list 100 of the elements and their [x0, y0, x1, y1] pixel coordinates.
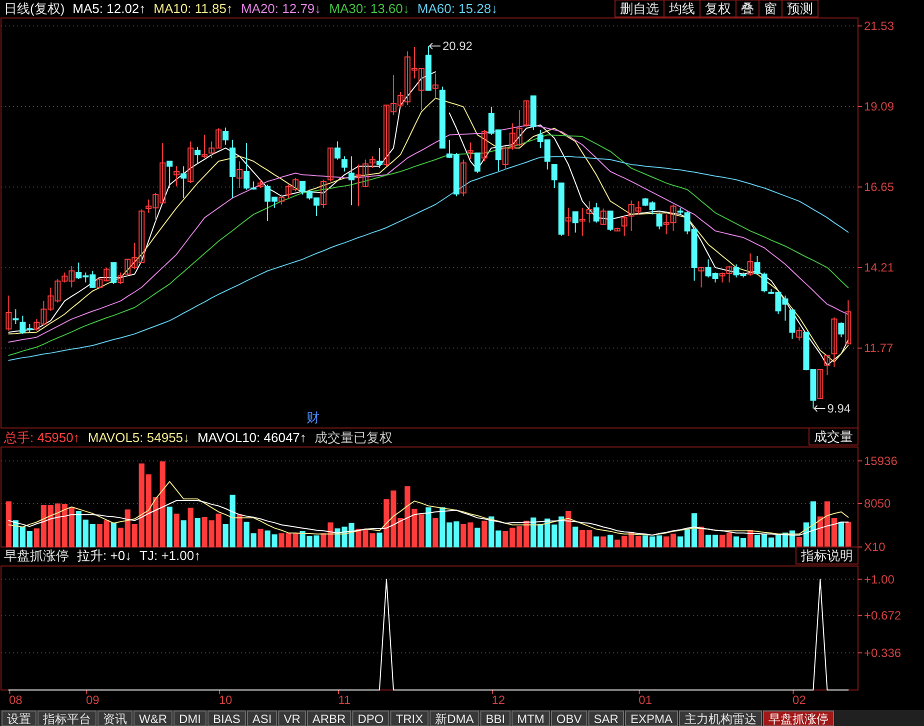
text: 窗 [764, 1, 777, 16]
bar [180, 520, 186, 548]
x-tick-label: 09 [86, 693, 100, 707]
candlestick [481, 129, 488, 162]
candlestick [845, 300, 852, 344]
candlestick [698, 267, 704, 288]
bar [698, 526, 704, 548]
text: MA20: 12.79↓ [240, 1, 322, 16]
y-tick-label: 15936 [864, 454, 898, 468]
candlestick [6, 295, 12, 332]
text: 设置 [7, 712, 31, 726]
text: ASI [252, 712, 272, 726]
candlestick [523, 100, 530, 128]
text: MA10: 11.85↑ [154, 1, 233, 16]
bar [608, 534, 614, 548]
bar [194, 518, 200, 548]
y-tick-label: X10 [864, 540, 886, 554]
annotation: 9.94 [827, 402, 851, 416]
text: 早盘抓涨停 [768, 712, 828, 726]
y-tick-label: 11.77 [864, 341, 894, 356]
x-tick-label: 02 [792, 693, 806, 707]
line-series [8, 481, 849, 536]
y-tick-label: 16.65 [864, 180, 894, 194]
x-tick-label: 08 [9, 693, 23, 707]
bar [845, 522, 852, 548]
text: MA60: 15.28↓ [417, 1, 498, 16]
candlestick [376, 148, 382, 168]
text: OBV [556, 712, 582, 726]
candlestick [236, 160, 243, 189]
text: SAR [594, 712, 619, 726]
text: 成交量 [814, 429, 853, 444]
candlestick [831, 316, 838, 368]
candlestick [600, 208, 606, 226]
bar [188, 508, 194, 548]
candlestick [194, 146, 201, 164]
candlestick [166, 160, 173, 189]
text: 复权 [705, 1, 731, 16]
candlestick [593, 202, 600, 224]
bar [838, 522, 844, 548]
bar [572, 526, 578, 548]
candlestick [551, 164, 558, 189]
text: W&R [139, 712, 168, 726]
y-tick-label: 8050 [864, 496, 892, 510]
bar [110, 522, 116, 548]
text: MAVOL10: 46047↑ [198, 430, 306, 445]
text: 叠 [741, 1, 754, 16]
text: MTM [517, 712, 544, 726]
bar [432, 518, 438, 548]
candlestick [607, 210, 614, 232]
bar [474, 528, 480, 548]
candlestick [188, 140, 194, 184]
candlestick [817, 369, 824, 400]
text: MAVOL5: 54955↓ [88, 430, 190, 445]
candlestick [579, 207, 586, 236]
candlestick [838, 322, 844, 338]
bar [482, 520, 488, 548]
text: EXPMA [630, 712, 672, 726]
candlestick [586, 200, 592, 224]
text: 新DMA [435, 712, 474, 726]
candlestick [474, 152, 480, 174]
candlestick [202, 134, 208, 158]
annotation: 财 [306, 410, 320, 425]
candlestick [824, 354, 830, 376]
text: 删自选 [620, 1, 659, 16]
candlestick [342, 156, 348, 172]
candlestick [432, 72, 438, 100]
y-tick-label: +0.672 [864, 608, 902, 623]
candlestick [796, 326, 802, 342]
y-tick-label: 21.53 [864, 18, 894, 33]
bar [566, 511, 572, 548]
text: 均线 [668, 1, 695, 16]
candlestick [12, 308, 19, 325]
bar [796, 536, 802, 548]
line-series [8, 500, 849, 536]
bar [258, 528, 264, 548]
candlestick [320, 179, 327, 208]
candlestick [118, 272, 124, 285]
candlestick [565, 207, 572, 236]
candlestick [369, 156, 376, 168]
text: DPO [358, 712, 384, 726]
bar [594, 536, 600, 548]
bar [6, 501, 12, 548]
text: 主力机构雷达 [684, 712, 756, 726]
x-tick-label: 10 [218, 693, 233, 707]
candlestick [334, 140, 341, 160]
x-tick-label: 01 [638, 693, 652, 707]
text: VR [284, 712, 301, 726]
text: 指标平台 [42, 712, 91, 726]
text: MA30: 13.60↓ [329, 1, 410, 16]
chart-subtitle: 成交量已复权 [314, 430, 392, 445]
y-tick-label: 14.21 [864, 260, 894, 275]
candlestick [174, 166, 180, 187]
text: TJ: +1.00↑ [140, 548, 201, 563]
bar [376, 532, 382, 548]
candlestick [278, 194, 285, 206]
candlestick [222, 127, 229, 146]
chart-title: 日线(复权) [4, 1, 65, 16]
bar [426, 507, 432, 548]
text: TRIX [396, 712, 424, 726]
y-tick-label: 19.09 [864, 99, 894, 114]
